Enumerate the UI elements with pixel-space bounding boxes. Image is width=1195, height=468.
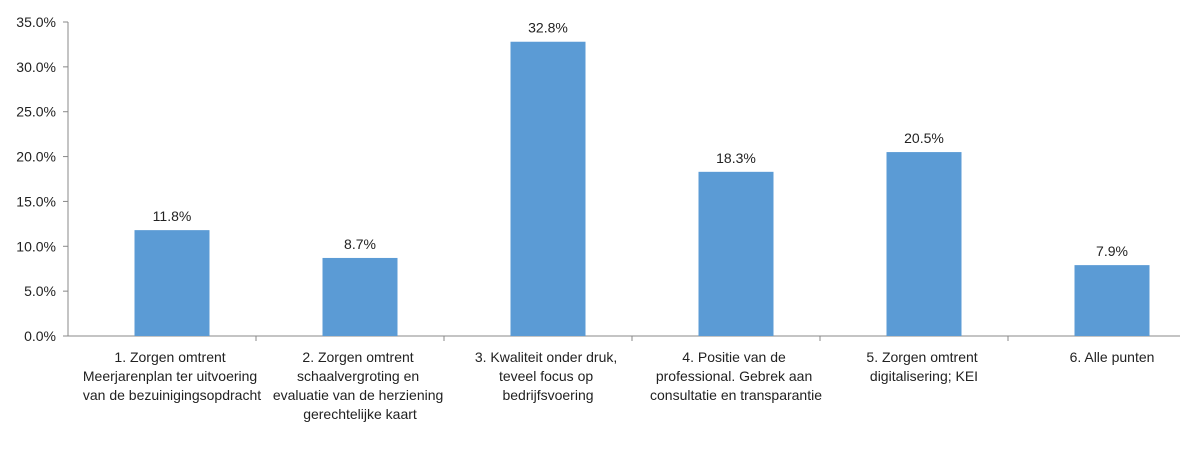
y-tick-label: 20.0% bbox=[16, 149, 56, 165]
x-tick-label: 6. Alle punten bbox=[1070, 349, 1155, 365]
bar bbox=[698, 171, 774, 336]
value-label: 18.3% bbox=[716, 150, 756, 166]
y-tick-label: 10.0% bbox=[16, 238, 56, 254]
bar bbox=[510, 41, 586, 336]
x-tick-label: 3. Kwaliteit onder druk, teveel focus op… bbox=[475, 349, 621, 403]
y-tick-label: 25.0% bbox=[16, 104, 56, 120]
y-tick-label: 30.0% bbox=[16, 59, 56, 75]
bar bbox=[134, 230, 210, 336]
y-tick-label: 35.0% bbox=[16, 14, 56, 30]
y-tick-label: 5.0% bbox=[24, 283, 56, 299]
value-label: 7.9% bbox=[1096, 243, 1128, 259]
bar bbox=[322, 257, 398, 336]
value-label: 32.8% bbox=[528, 20, 568, 36]
value-label: 20.5% bbox=[904, 130, 944, 146]
bar bbox=[886, 152, 962, 336]
y-tick-label: 15.0% bbox=[16, 193, 56, 209]
x-tick-label: 1. Zorgen omtrent Meerjarenplan ter uitv… bbox=[83, 349, 261, 403]
x-tick-label: 2. Zorgen omtrent schaalvergroting en ev… bbox=[273, 349, 447, 422]
bar bbox=[1074, 265, 1150, 336]
x-tick-label: 4. Positie van de professional. Gebrek a… bbox=[650, 349, 822, 403]
value-label: 8.7% bbox=[344, 236, 376, 252]
x-tick-label: 5. Zorgen omtrent digitalisering; KEI bbox=[866, 349, 981, 384]
y-tick-label: 0.0% bbox=[24, 328, 56, 344]
value-label: 11.8% bbox=[153, 208, 192, 224]
